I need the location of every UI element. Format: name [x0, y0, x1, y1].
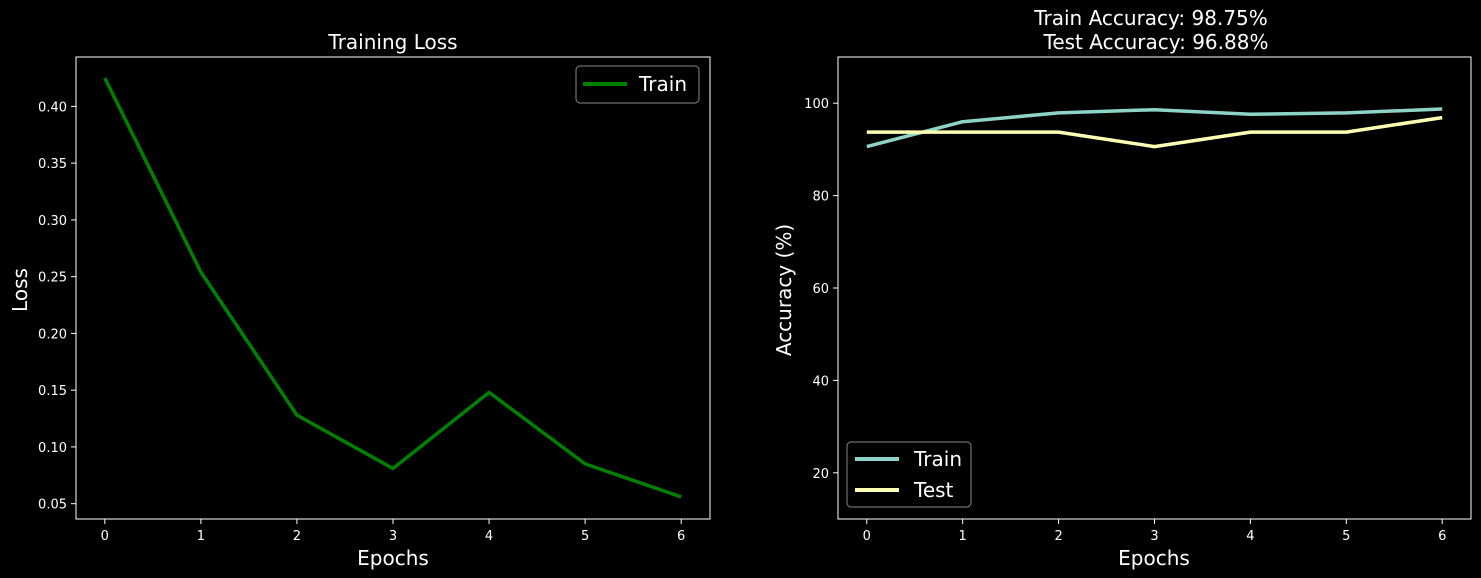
test-series-line: [866, 115, 1443, 149]
x-tick-label: 3: [1150, 529, 1158, 544]
x-tick-label: 5: [581, 529, 589, 544]
x-tick-label: 0: [101, 529, 109, 544]
train-series-line: [866, 107, 1443, 149]
x-tick-label: 1: [959, 529, 967, 544]
loss-legend-train-label: Train: [638, 72, 687, 96]
x-tick-label: 4: [1246, 529, 1254, 544]
accuracy-series-lines: [866, 107, 1443, 149]
accuracy-legend-test-label: Test: [913, 478, 954, 502]
y-tick-label: 80: [812, 190, 829, 205]
accuracy-chart: Train Accuracy: 98.75% Test Accuracy: 96…: [772, 6, 1472, 570]
accuracy-axis-ticks: 0 1 2 3 4 5 6 20 40 60 80 100: [804, 97, 1446, 544]
accuracy-chart-title: Train Accuracy: 98.75%: [1033, 6, 1268, 30]
x-tick-label: 1: [197, 529, 205, 544]
y-tick-label: 100: [804, 97, 829, 112]
y-tick-label: 0.20: [38, 327, 67, 342]
loss-y-axis-label: Loss: [8, 268, 32, 312]
y-tick-label: 60: [812, 282, 829, 297]
x-tick-label: 0: [863, 529, 871, 544]
x-tick-label: 6: [677, 529, 685, 544]
y-tick-label: 0.40: [38, 100, 67, 115]
loss-chart-title: Training Loss: [327, 30, 457, 54]
loss-axis-ticks: 0 1 2 3 4 5 6 0.05 0.10 0.15 0.20 0.25 0.30 0.35 0.40: [38, 100, 685, 544]
accuracy-x-axis-label: Epochs: [1118, 546, 1190, 570]
accuracy-chart-subtitle: Test Accuracy: 96.88%: [1043, 30, 1269, 54]
y-tick-label: 40: [812, 374, 829, 389]
loss-chart: Training Loss Epochs Loss 0 1 2 3 4 5 6 0.05 0.1…: [8, 30, 711, 570]
loss-legend-box: [575, 65, 700, 104]
x-tick-label: 2: [1054, 529, 1062, 544]
x-tick-label: 2: [293, 529, 301, 544]
y-tick-label: 0.05: [38, 498, 67, 513]
y-tick-label: 0.10: [38, 441, 67, 456]
loss-series-lines: [103, 77, 682, 499]
y-tick-label: 20: [812, 467, 829, 482]
x-tick-label: 4: [485, 529, 493, 544]
y-tick-label: 0.35: [38, 157, 67, 172]
x-tick-label: 6: [1438, 529, 1446, 544]
x-tick-label: 3: [389, 529, 397, 544]
accuracy-legend: Train Test: [846, 441, 972, 508]
accuracy-legend-train-label: Train: [913, 447, 962, 471]
y-tick-label: 0.25: [38, 271, 67, 286]
y-tick-label: 0.30: [38, 214, 67, 229]
loss-legend: Train: [575, 65, 700, 104]
train-series-line: [103, 77, 682, 499]
x-tick-label: 5: [1342, 529, 1350, 544]
loss-x-axis-label: Epochs: [357, 546, 429, 570]
y-tick-label: 0.15: [38, 384, 67, 399]
accuracy-y-axis-label: Accuracy (%): [772, 224, 796, 356]
